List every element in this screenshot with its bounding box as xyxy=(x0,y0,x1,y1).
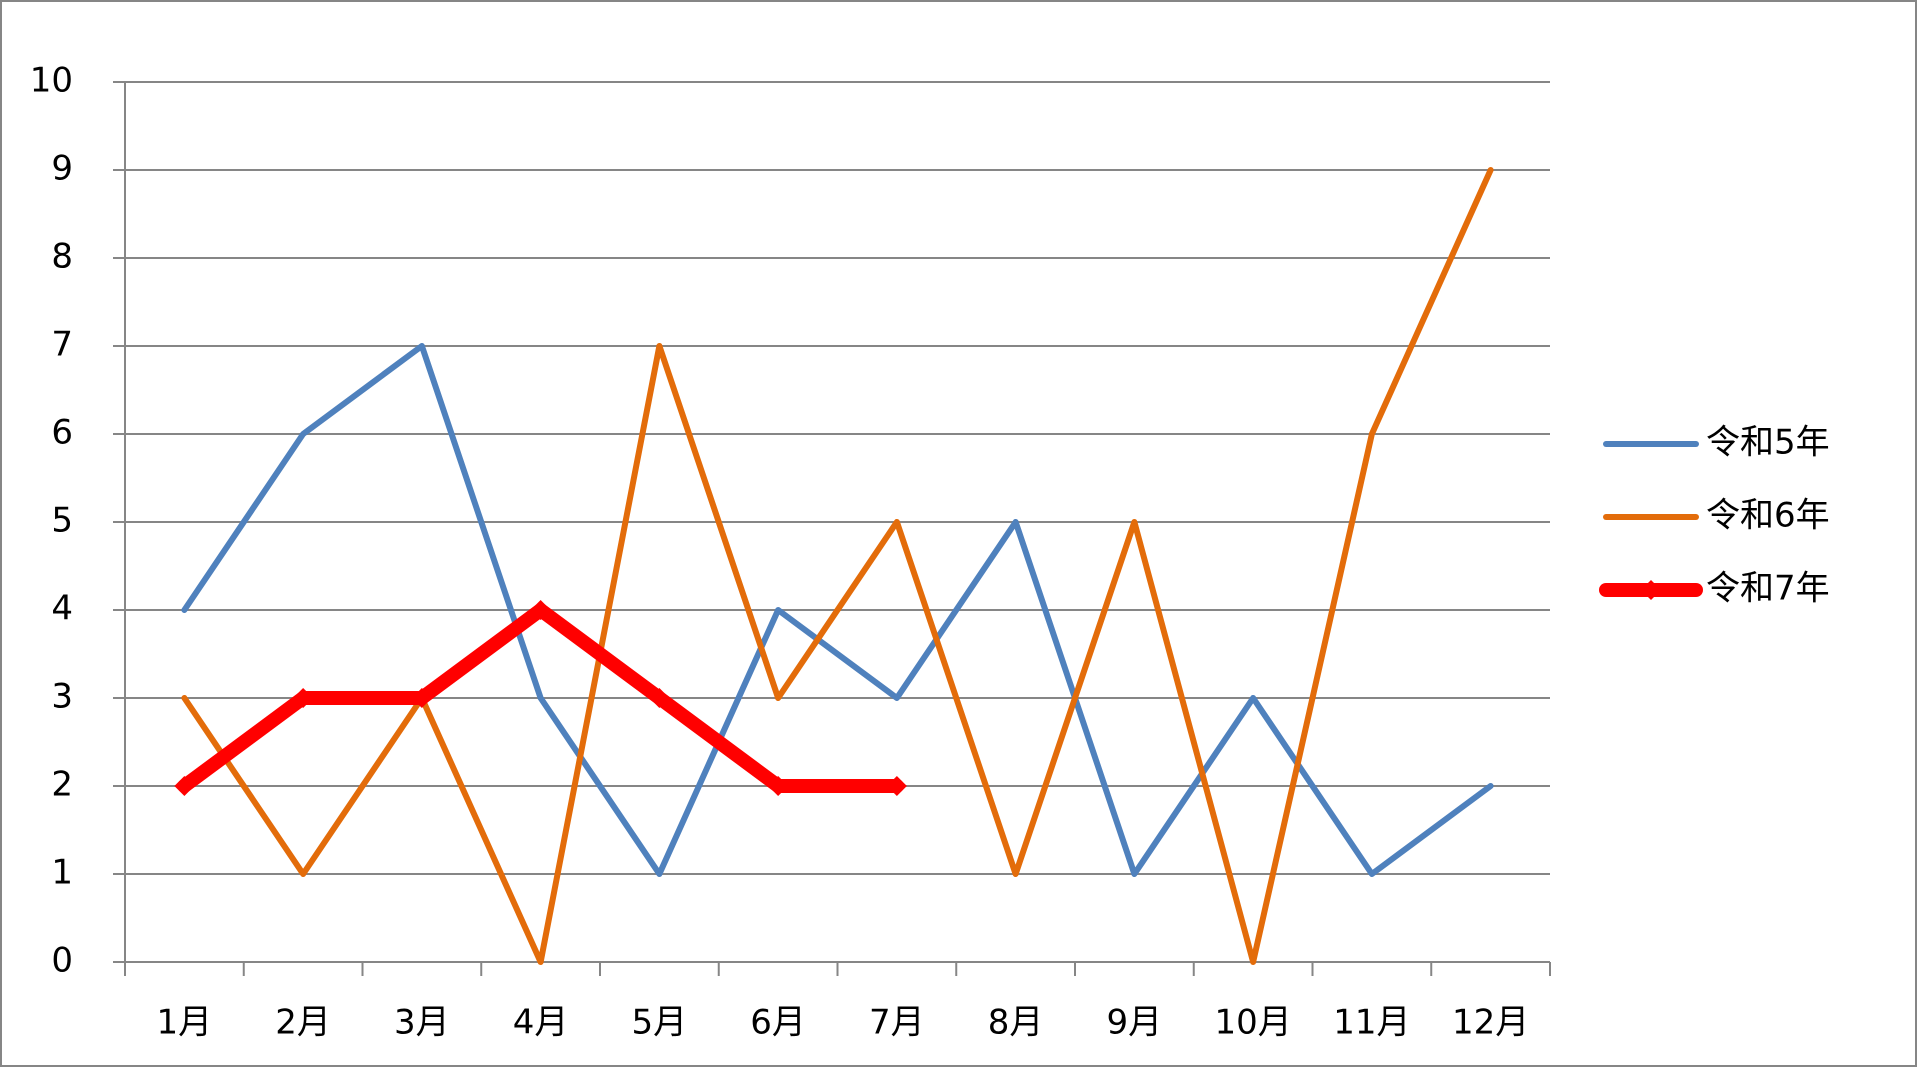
marker xyxy=(174,776,195,796)
y-tick-label: 8 xyxy=(51,237,73,277)
x-tick-label: 11月 xyxy=(1333,1003,1410,1043)
marker xyxy=(411,688,432,708)
x-tick-label: 12月 xyxy=(1452,1003,1529,1043)
x-tick-label: 10月 xyxy=(1214,1003,1291,1043)
series-line xyxy=(181,343,1494,877)
y-tick-label: 5 xyxy=(51,501,73,541)
marker xyxy=(293,688,314,708)
y-tick-label: 4 xyxy=(51,589,73,629)
legend-label: 令和7年 xyxy=(1706,569,1830,609)
x-tick-label: 5月 xyxy=(632,1003,688,1043)
marker xyxy=(768,776,789,796)
x-tick-label: 6月 xyxy=(750,1003,806,1043)
x-tick-label: 9月 xyxy=(1107,1003,1163,1043)
y-tick-label: 3 xyxy=(51,677,73,717)
x-tick-label: 3月 xyxy=(394,1003,450,1043)
x-tick-label: 8月 xyxy=(988,1003,1044,1043)
marker xyxy=(530,600,551,620)
legend-label: 令和5年 xyxy=(1706,423,1830,463)
marker xyxy=(649,688,670,708)
series-line xyxy=(181,167,1494,965)
y-tick-label: 7 xyxy=(51,325,73,365)
y-tick-label: 10 xyxy=(30,61,73,101)
y-tick-label: 0 xyxy=(51,941,73,981)
y-tick-label: 2 xyxy=(51,765,73,805)
y-tick-label: 6 xyxy=(51,413,73,453)
x-tick-label: 4月 xyxy=(513,1003,569,1043)
marker xyxy=(886,776,907,796)
x-tick-label: 1月 xyxy=(157,1003,213,1043)
x-tick-label: 2月 xyxy=(275,1003,331,1043)
y-tick-label: 1 xyxy=(51,853,73,893)
y-tick-label: 9 xyxy=(51,149,73,189)
marker xyxy=(1641,580,1661,600)
x-tick-label: 7月 xyxy=(869,1003,925,1043)
legend-label: 令和6年 xyxy=(1706,496,1830,536)
